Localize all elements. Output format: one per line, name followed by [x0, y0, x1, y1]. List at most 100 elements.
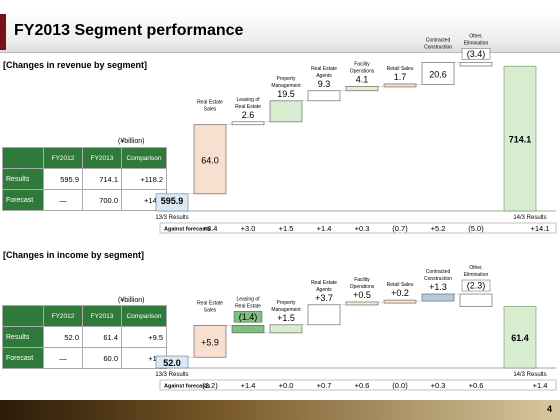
table-row: Results 52.0 61.4 +9.5	[2, 326, 167, 348]
income-value-label: +3.7	[315, 293, 333, 303]
page-title: FY2013 Segment performance	[14, 22, 244, 39]
revenue-table: FY2012 FY2013 Comparison Results 595.9 7…	[2, 147, 167, 211]
revenue-end-axis-label: 14/3 Results	[513, 215, 546, 221]
revenue-bar-step	[231, 121, 265, 126]
revenue-bar-start	[155, 193, 189, 212]
revenue-header-comparison: Comparison	[121, 147, 167, 169]
revenue-category-label: Leasing of	[236, 97, 260, 103]
income-category-label: Contracted	[426, 269, 451, 275]
title-bar: FY2013 Segment performance	[0, 12, 560, 53]
revenue-forecast-row	[159, 222, 557, 234]
income-table: FY2012 FY2013 Comparison Results 52.0 61…	[2, 305, 167, 369]
income-forecast-value: +0.0	[279, 381, 294, 390]
income-category-label: Elimination	[464, 272, 489, 278]
income-category-label: Leasing of	[236, 296, 260, 302]
table-row: Results 595.9 714.1 +118.2	[2, 168, 167, 190]
revenue-category-label: Property	[277, 76, 296, 82]
income-category-label: Operations	[350, 284, 375, 290]
income-forecast-value: +0.7	[317, 381, 332, 390]
revenue-forecast-value: +5.2	[431, 224, 446, 233]
income-forecast-label: Against forecasts	[164, 384, 210, 390]
footer-band	[0, 400, 560, 420]
revenue-bar-step	[421, 61, 455, 85]
income-bar-step	[345, 301, 379, 306]
revenue-forecast-value: +0.3	[355, 224, 370, 233]
income-category-label: Construction	[424, 276, 452, 282]
revenue-bar-step	[269, 100, 303, 123]
revenue-value-label: 4.1	[356, 74, 369, 84]
revenue-bar-step	[193, 124, 227, 195]
revenue-section-title: [Changes in revenue by segment]	[3, 60, 148, 70]
income-category-label: Facility	[354, 277, 370, 283]
revenue-category-label: Elimination	[464, 40, 489, 46]
revenue-forecast-value: +8.4	[203, 224, 218, 233]
income-category-label: Property	[277, 300, 296, 306]
income-value-label: (2.3)	[467, 281, 486, 291]
revenue-bar-step	[345, 86, 379, 92]
revenue-bar-step	[307, 90, 341, 102]
income-start-axis-label: 13/3 Results	[155, 372, 188, 378]
revenue-category-label: Agents	[316, 73, 332, 79]
page-number: 4	[546, 404, 552, 414]
income-value-label: +1.5	[277, 313, 295, 323]
income-value-box	[461, 279, 491, 292]
revenue-category-label: Contracted	[426, 37, 451, 43]
income-section-title: [Changes in income by segment]	[3, 250, 145, 260]
income-category-label: Sales	[204, 307, 217, 313]
income-bar-step	[269, 324, 303, 334]
revenue-forecast-label: Against forecasts	[164, 227, 210, 233]
income-bar-step	[421, 293, 455, 302]
revenue-bar-end	[503, 65, 537, 212]
revenue-value-label: 9.3	[318, 79, 331, 89]
income-category-label: Other,	[469, 265, 483, 271]
income-end-axis-label: 14/3 Results	[513, 372, 546, 378]
revenue-forecast-value: +1.4	[317, 224, 332, 233]
revenue-category-label: Real Estate	[235, 104, 261, 110]
revenue-value-label: (3.4)	[467, 49, 486, 59]
revenue-category-label: Real Estate	[311, 66, 337, 72]
income-bar-end	[503, 306, 537, 369]
revenue-bar-step	[383, 83, 417, 88]
revenue-value-label: 2.6	[242, 110, 255, 120]
income-category-label: Real Estate	[311, 280, 337, 286]
income-bar-start-label: 52.0	[163, 358, 181, 368]
income-unit: (¥billion)	[118, 297, 145, 304]
revenue-value-label: 19.5	[277, 89, 295, 99]
income-value-label: +1.3	[429, 282, 447, 292]
revenue-category-label: Real Estate	[197, 100, 223, 106]
income-header-comparison: Comparison	[121, 305, 167, 327]
revenue-category-label: Sales	[204, 107, 217, 113]
income-value-label: +0.5	[353, 290, 371, 300]
income-forecast-value: +1.4	[241, 381, 256, 390]
revenue-unit: (¥billion)	[118, 138, 145, 145]
income-forecast-value: (0.0)	[392, 381, 408, 390]
revenue-forecast-value: (0.7)	[392, 224, 408, 233]
revenue-category-label: Other,	[469, 33, 483, 39]
revenue-bar-start-label: 595.9	[161, 196, 184, 206]
revenue-value-label: 1.7	[394, 72, 407, 82]
income-category-label: Real Estate	[235, 303, 261, 309]
revenue-forecast-value: (5.0)	[468, 224, 484, 233]
revenue-header-fy2012: FY2012	[43, 147, 83, 169]
income-bar-step	[231, 325, 265, 334]
title-accent	[0, 14, 6, 50]
revenue-value-label: 20.6	[429, 69, 447, 79]
revenue-value-label: 64.0	[201, 155, 219, 165]
revenue-category-label: Operations	[350, 68, 375, 74]
income-bar-end-label: 61.4	[511, 333, 529, 343]
income-forecast-value: +1.4	[533, 381, 548, 390]
income-value-label: +0.2	[391, 288, 409, 298]
revenue-start-axis-label: 13/3 Results	[155, 215, 188, 221]
income-category-label: Retail Sales	[387, 282, 414, 288]
revenue-category-label: Management	[271, 83, 301, 89]
revenue-category-label: Construction	[424, 44, 452, 50]
income-forecast-value: (2.2)	[202, 381, 218, 390]
income-bar-start	[155, 355, 189, 369]
income-bar-step	[307, 304, 341, 326]
income-bar-step	[459, 293, 493, 307]
income-category-label: Management	[271, 307, 301, 313]
income-value-label: (1.4)	[239, 312, 258, 322]
revenue-forecast-value: +14.1	[531, 224, 550, 233]
table-row: Forecast — 700.0 +14.1	[2, 189, 167, 211]
